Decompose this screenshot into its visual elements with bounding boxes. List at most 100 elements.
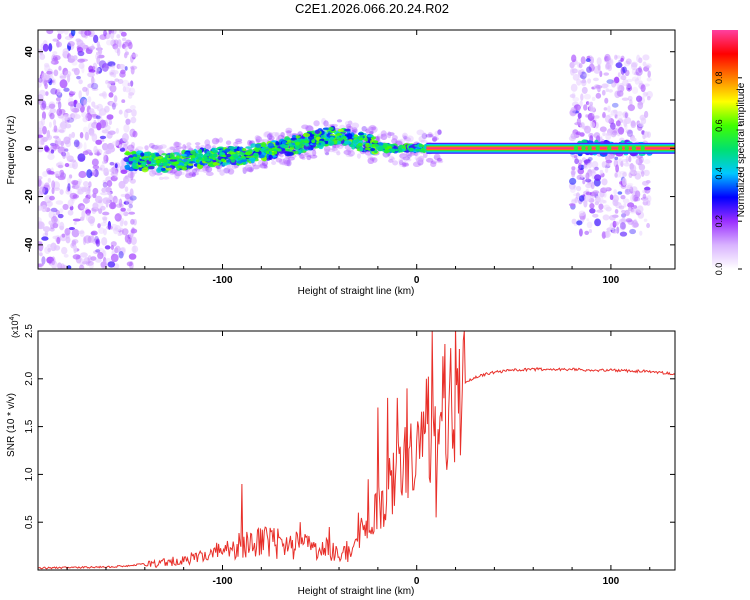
heat-cell xyxy=(578,210,586,217)
heat-cell xyxy=(409,147,414,152)
heat-cell xyxy=(243,166,251,173)
heat-cell xyxy=(129,195,137,201)
heat-cell xyxy=(633,71,640,76)
heat-cell xyxy=(594,166,599,171)
heat-cell xyxy=(402,162,410,167)
heat-cell xyxy=(85,209,92,215)
heat-cell xyxy=(119,147,126,152)
heat-cell xyxy=(629,99,633,106)
heat-cell xyxy=(646,223,650,229)
heat-cell xyxy=(51,54,56,63)
heat-cell xyxy=(143,152,148,157)
heat-cell xyxy=(82,197,90,204)
heat-cell xyxy=(284,151,292,157)
heat-cell xyxy=(425,133,434,138)
heat-cell xyxy=(337,140,341,145)
heat-cell xyxy=(394,148,399,152)
heat-cell xyxy=(336,119,343,123)
heat-cell xyxy=(261,141,267,148)
heat-cell xyxy=(582,73,590,77)
heat-cell xyxy=(347,120,353,126)
colorbar-tick-label: 0.2 xyxy=(714,215,724,228)
heat-cell xyxy=(270,132,279,137)
heat-cell xyxy=(391,138,398,144)
heat-cell xyxy=(77,203,85,211)
heat-cell xyxy=(583,93,591,100)
heat-cell xyxy=(580,174,586,179)
heat-cell xyxy=(588,132,594,139)
heat-cell xyxy=(130,116,137,124)
heat-cell xyxy=(68,55,76,63)
heat-cell xyxy=(643,169,650,177)
heat-cell xyxy=(583,159,591,164)
heat-cell xyxy=(635,67,643,76)
heat-cell xyxy=(263,131,269,138)
heat-cell xyxy=(126,207,132,212)
heat-cell xyxy=(569,177,577,185)
heat-cell xyxy=(244,164,253,172)
heat-cell xyxy=(79,131,84,139)
heat-cell xyxy=(618,157,623,165)
heat-cell xyxy=(615,120,621,127)
heat-cell xyxy=(643,110,649,119)
heat-cell xyxy=(61,114,68,123)
heat-cell xyxy=(66,265,72,269)
heat-cell xyxy=(289,146,295,150)
heat-cell xyxy=(69,91,76,95)
heat-cell xyxy=(589,56,595,65)
heat-cell xyxy=(104,124,111,131)
heat-cell xyxy=(601,161,607,168)
heat-cell xyxy=(191,172,199,176)
heat-cell xyxy=(92,65,96,70)
heat-cell xyxy=(113,95,118,103)
heat-cell xyxy=(366,126,374,132)
heat-cell xyxy=(216,167,221,173)
heat-cell xyxy=(112,102,116,110)
heat-cell xyxy=(436,157,442,162)
snr-scale-label: (x104) xyxy=(9,314,20,338)
heat-cell xyxy=(578,159,583,165)
heat-cell xyxy=(304,124,313,132)
heat-cell xyxy=(431,137,437,142)
heat-cell xyxy=(87,96,92,103)
heat-cell xyxy=(54,56,58,63)
heat-cell xyxy=(224,148,230,153)
heat-cell xyxy=(336,132,343,136)
colorbar-tick-label: 0.8 xyxy=(714,72,724,85)
heat-cell xyxy=(51,187,55,195)
heat-cell xyxy=(346,133,353,139)
heat-cell xyxy=(601,231,606,239)
heat-cell xyxy=(280,143,286,148)
heat-cell xyxy=(241,167,248,171)
heat-cell xyxy=(283,159,291,167)
heat-cell xyxy=(631,145,636,151)
heat-cell xyxy=(613,76,620,84)
heat-cell xyxy=(621,209,626,214)
heat-cell xyxy=(589,208,596,214)
heat-cell xyxy=(115,140,120,145)
heat-cell xyxy=(104,245,111,250)
y-tick-label: 1.5 xyxy=(24,419,35,433)
heat-cell xyxy=(220,158,226,162)
heat-cell xyxy=(277,134,285,140)
heat-cell xyxy=(619,231,628,237)
heat-cell xyxy=(233,155,239,159)
heat-cell xyxy=(91,76,95,86)
heat-cell xyxy=(586,221,593,229)
heat-cell xyxy=(581,145,586,151)
heat-cell xyxy=(96,167,103,171)
heat-cell xyxy=(622,172,627,177)
snr-y-axis: 0.5 1.0 1.5 2.0 2.5 xyxy=(24,324,675,529)
y-tick-label: 2.5 xyxy=(24,324,35,338)
heat-cell xyxy=(623,203,627,208)
heat-cell xyxy=(585,178,592,183)
heat-cell xyxy=(67,209,74,216)
heat-cell xyxy=(66,176,72,186)
heat-cell xyxy=(38,178,42,187)
heat-cell xyxy=(400,154,406,161)
heat-cell xyxy=(110,172,118,177)
heat-cell xyxy=(70,30,76,37)
x-tick-label: 100 xyxy=(603,275,620,286)
heat-cell xyxy=(634,171,643,175)
heat-cell xyxy=(298,153,305,159)
